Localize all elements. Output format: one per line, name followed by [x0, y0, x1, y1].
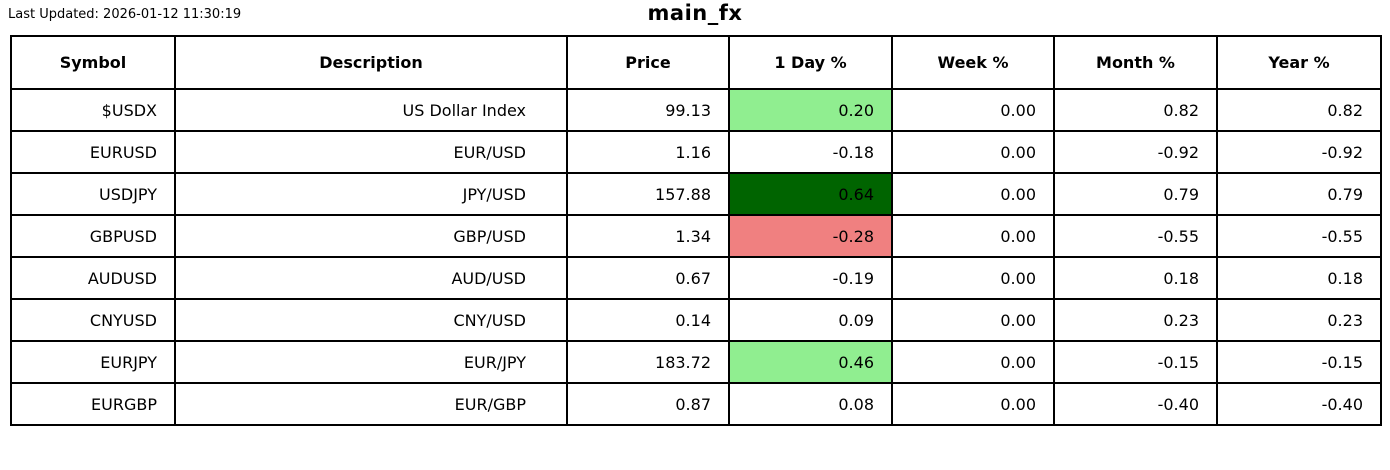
- year-pct-cell: 0.23: [1216, 298, 1382, 342]
- week-pct-cell: 0.00: [891, 298, 1055, 342]
- month-pct-cell: 0.79: [1053, 172, 1218, 216]
- col-header-week-pct: Week %: [891, 35, 1055, 90]
- day-pct-cell: 0.46: [728, 340, 893, 384]
- table-row: USDJPY JPY/USD 157.88 0.64 0.00 0.79 0.7…: [10, 172, 1382, 216]
- week-pct-cell: 0.00: [891, 88, 1055, 132]
- description-cell: JPY/USD: [174, 172, 568, 216]
- col-header-description: Description: [174, 35, 568, 90]
- description-cell: GBP/USD: [174, 214, 568, 258]
- price-cell: 0.87: [566, 382, 730, 426]
- year-pct-cell: 0.82: [1216, 88, 1382, 132]
- table-row: $USDX US Dollar Index 99.13 0.20 0.00 0.…: [10, 88, 1382, 132]
- symbol-cell: EURUSD: [10, 130, 176, 174]
- description-cell: AUD/USD: [174, 256, 568, 300]
- price-cell: 183.72: [566, 340, 730, 384]
- description-cell: EUR/USD: [174, 130, 568, 174]
- month-pct-cell: 0.82: [1053, 88, 1218, 132]
- symbol-cell: GBPUSD: [10, 214, 176, 258]
- day-pct-cell: 0.20: [728, 88, 893, 132]
- header-row: Symbol Description Price 1 Day % Week % …: [10, 35, 1382, 90]
- col-header-month-pct: Month %: [1053, 35, 1218, 90]
- table-row: EURGBP EUR/GBP 0.87 0.08 0.00 -0.40 -0.4…: [10, 382, 1382, 426]
- table-row: EURJPY EUR/JPY 183.72 0.46 0.00 -0.15 -0…: [10, 340, 1382, 384]
- day-pct-cell: 0.08: [728, 382, 893, 426]
- page-title: main_fx: [647, 1, 743, 25]
- symbol-cell: USDJPY: [10, 172, 176, 216]
- col-header-price: Price: [566, 35, 730, 90]
- day-pct-cell: -0.28: [728, 214, 893, 258]
- description-cell: CNY/USD: [174, 298, 568, 342]
- day-pct-cell: 0.09: [728, 298, 893, 342]
- price-cell: 1.16: [566, 130, 730, 174]
- month-pct-cell: -0.40: [1053, 382, 1218, 426]
- week-pct-cell: 0.00: [891, 172, 1055, 216]
- symbol-cell: AUDUSD: [10, 256, 176, 300]
- symbol-cell: EURJPY: [10, 340, 176, 384]
- description-cell: EUR/GBP: [174, 382, 568, 426]
- price-cell: 99.13: [566, 88, 730, 132]
- table-row: GBPUSD GBP/USD 1.34 -0.28 0.00 -0.55 -0.…: [10, 214, 1382, 258]
- week-pct-cell: 0.00: [891, 382, 1055, 426]
- last-updated-text: Last Updated: 2026-01-12 11:30:19: [8, 7, 242, 22]
- year-pct-cell: -0.92: [1216, 130, 1382, 174]
- year-pct-cell: -0.15: [1216, 340, 1382, 384]
- month-pct-cell: -0.55: [1053, 214, 1218, 258]
- description-cell: US Dollar Index: [174, 88, 568, 132]
- price-cell: 157.88: [566, 172, 730, 216]
- description-cell: EUR/JPY: [174, 340, 568, 384]
- month-pct-cell: 0.18: [1053, 256, 1218, 300]
- month-pct-cell: -0.92: [1053, 130, 1218, 174]
- col-header-year-pct: Year %: [1216, 35, 1382, 90]
- price-cell: 0.14: [566, 298, 730, 342]
- table-row: EURUSD EUR/USD 1.16 -0.18 0.00 -0.92 -0.…: [10, 130, 1382, 174]
- week-pct-cell: 0.00: [891, 256, 1055, 300]
- year-pct-cell: -0.40: [1216, 382, 1382, 426]
- week-pct-cell: 0.00: [891, 340, 1055, 384]
- table-row: CNYUSD CNY/USD 0.14 0.09 0.00 0.23 0.23: [10, 298, 1382, 342]
- day-pct-cell: 0.64: [728, 172, 893, 216]
- col-header-day-pct: 1 Day %: [728, 35, 893, 90]
- symbol-cell: $USDX: [10, 88, 176, 132]
- month-pct-cell: 0.23: [1053, 298, 1218, 342]
- day-pct-cell: -0.18: [728, 130, 893, 174]
- symbol-cell: CNYUSD: [10, 298, 176, 342]
- fx-table: Symbol Description Price 1 Day % Week % …: [10, 35, 1382, 426]
- day-pct-cell: -0.19: [728, 256, 893, 300]
- year-pct-cell: 0.79: [1216, 172, 1382, 216]
- price-cell: 0.67: [566, 256, 730, 300]
- week-pct-cell: 0.00: [891, 130, 1055, 174]
- table-row: AUDUSD AUD/USD 0.67 -0.19 0.00 0.18 0.18: [10, 256, 1382, 300]
- price-cell: 1.34: [566, 214, 730, 258]
- col-header-symbol: Symbol: [10, 35, 176, 90]
- week-pct-cell: 0.00: [891, 214, 1055, 258]
- symbol-cell: EURGBP: [10, 382, 176, 426]
- year-pct-cell: 0.18: [1216, 256, 1382, 300]
- year-pct-cell: -0.55: [1216, 214, 1382, 258]
- month-pct-cell: -0.15: [1053, 340, 1218, 384]
